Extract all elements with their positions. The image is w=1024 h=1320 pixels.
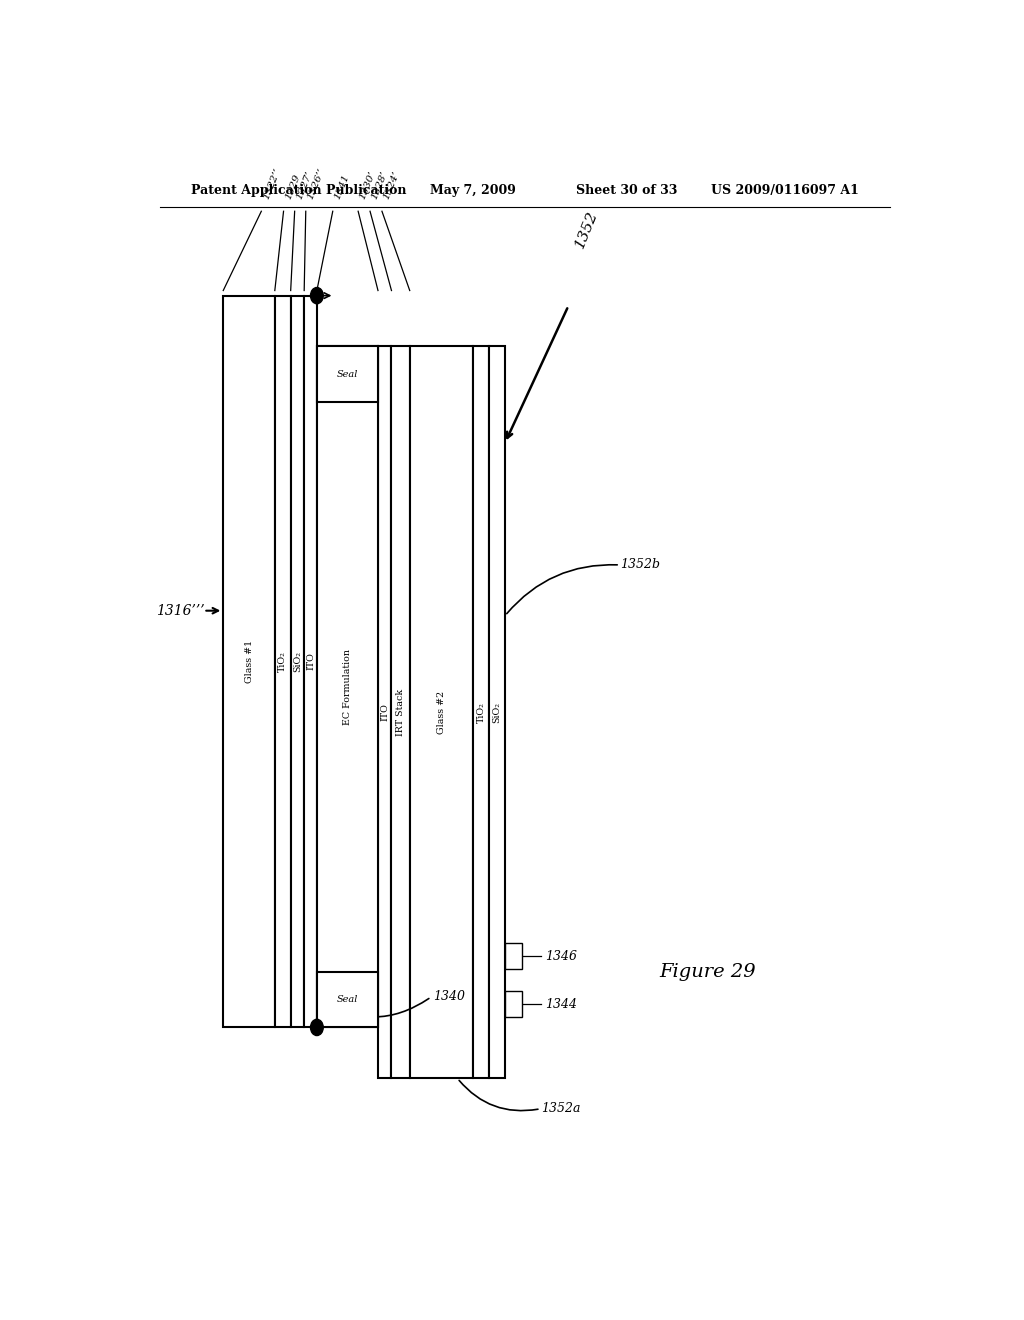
Text: 1352: 1352: [572, 209, 600, 249]
Text: 1326’’: 1326’’: [306, 168, 327, 201]
Text: TiO₂: TiO₂: [476, 702, 485, 723]
Bar: [378, 346, 391, 1078]
Text: US 2009/0116097 A1: US 2009/0116097 A1: [712, 185, 859, 198]
Text: SiO₂: SiO₂: [493, 702, 502, 723]
Text: SiO₂: SiO₂: [293, 651, 302, 672]
Bar: [291, 296, 304, 1027]
Bar: [316, 346, 378, 1027]
Text: IRT Stack: IRT Stack: [396, 689, 406, 737]
Text: 1328’: 1328’: [370, 170, 389, 201]
Bar: [304, 296, 316, 1027]
Text: 1352b: 1352b: [620, 558, 660, 572]
Text: 1327’: 1327’: [295, 170, 314, 201]
Text: 1341: 1341: [333, 173, 351, 201]
Bar: [410, 346, 473, 1078]
Text: TiO₂: TiO₂: [279, 651, 288, 672]
Text: 1316’’’: 1316’’’: [156, 603, 205, 618]
Bar: [473, 346, 489, 1078]
Text: 1330’: 1330’: [358, 170, 378, 201]
Text: 1344: 1344: [545, 998, 577, 1011]
Bar: [316, 972, 378, 1027]
Text: 1324’: 1324’: [382, 170, 401, 201]
Text: Glass #1: Glass #1: [245, 640, 254, 682]
Text: 1352a: 1352a: [541, 1102, 581, 1115]
Bar: [489, 346, 505, 1078]
Text: Seal: Seal: [337, 370, 358, 379]
Text: 1346: 1346: [545, 950, 577, 962]
Bar: [505, 942, 522, 969]
Circle shape: [310, 1019, 324, 1036]
Text: ITO: ITO: [380, 704, 389, 721]
Text: May 7, 2009: May 7, 2009: [430, 185, 515, 198]
Text: Sheet 30 of 33: Sheet 30 of 33: [577, 185, 678, 198]
Text: 1329: 1329: [284, 173, 302, 201]
Bar: [274, 296, 291, 1027]
Text: Figure 29: Figure 29: [659, 962, 757, 981]
Bar: [505, 991, 522, 1018]
Text: 1322’’: 1322’’: [261, 168, 282, 201]
Text: EC Formulation: EC Formulation: [343, 649, 352, 725]
Text: ITO: ITO: [306, 652, 315, 671]
Bar: [223, 296, 274, 1027]
Circle shape: [310, 288, 324, 304]
Text: 1340: 1340: [433, 990, 466, 1003]
Text: Patent Application Publication: Patent Application Publication: [191, 185, 407, 198]
Text: Seal: Seal: [337, 995, 358, 1005]
Text: Glass #2: Glass #2: [437, 690, 446, 734]
Bar: [316, 346, 378, 403]
Bar: [391, 346, 410, 1078]
